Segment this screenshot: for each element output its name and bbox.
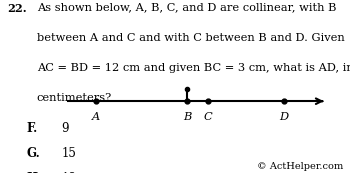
Text: 9: 9 bbox=[61, 122, 69, 135]
Text: AC = BD = 12 cm and given BC = 3 cm, what is AD, in: AC = BD = 12 cm and given BC = 3 cm, wha… bbox=[37, 63, 350, 73]
Text: centimeters?: centimeters? bbox=[37, 93, 112, 103]
Text: 15: 15 bbox=[61, 147, 76, 160]
Text: A: A bbox=[92, 112, 100, 122]
Text: H.: H. bbox=[26, 172, 42, 173]
Text: D: D bbox=[279, 112, 288, 122]
Text: between A and C and with C between B and D. Given: between A and C and with C between B and… bbox=[37, 33, 344, 43]
Text: © ActHelper.com: © ActHelper.com bbox=[257, 162, 343, 171]
Text: C: C bbox=[204, 112, 213, 122]
Text: G.: G. bbox=[26, 147, 40, 160]
Text: As shown below, A, B, C, and D are collinear, with B: As shown below, A, B, C, and D are colli… bbox=[37, 3, 336, 13]
Text: F.: F. bbox=[26, 122, 37, 135]
Text: B: B bbox=[183, 112, 191, 122]
Text: 18: 18 bbox=[61, 172, 76, 173]
Text: 22.: 22. bbox=[7, 3, 27, 14]
